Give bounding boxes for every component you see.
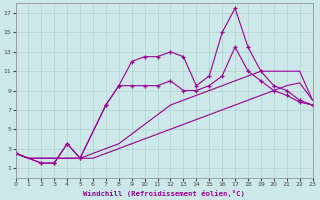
X-axis label: Windchill (Refroidissement éolien,°C): Windchill (Refroidissement éolien,°C): [83, 190, 245, 197]
